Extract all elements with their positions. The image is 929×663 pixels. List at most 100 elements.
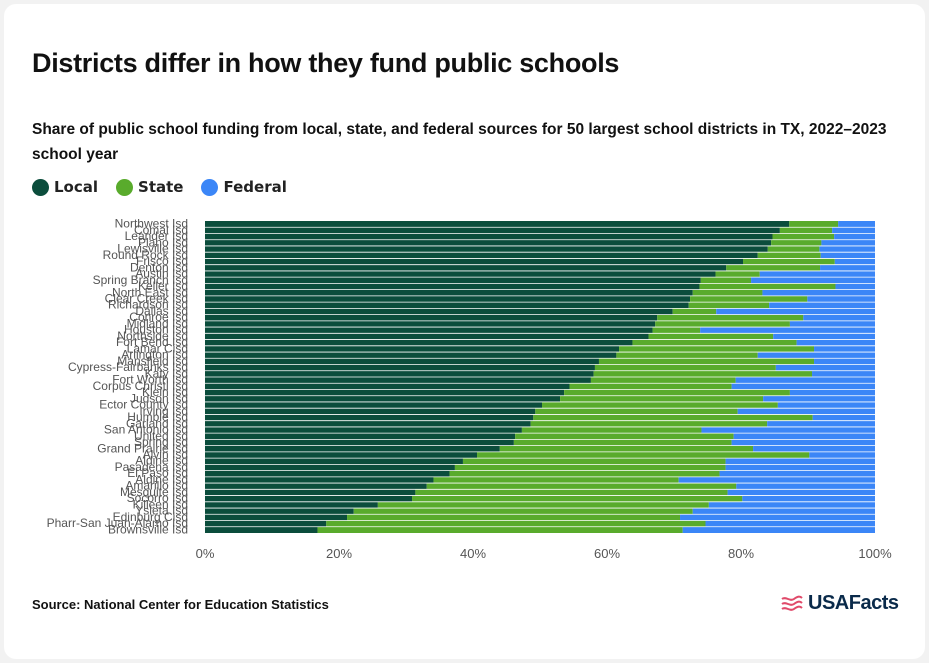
category-label: Clear Creek Isd xyxy=(105,292,188,306)
chart-subtitle: Share of public school funding from loca… xyxy=(32,121,887,163)
bar-local xyxy=(205,327,653,334)
bar-local xyxy=(205,308,673,315)
category-label: Amarillo Isd xyxy=(125,479,188,493)
bar-local xyxy=(205,320,656,328)
category-label: Lamar Cisd xyxy=(127,341,188,355)
category-label: Corpus Christi Isd xyxy=(93,379,188,393)
bar-local xyxy=(205,458,463,465)
bar-local xyxy=(205,408,536,415)
category-label: Mesquite Isd xyxy=(120,485,188,499)
category-label: Pasadena Isd xyxy=(115,460,188,474)
bar-federal xyxy=(820,252,875,259)
bar-state xyxy=(779,227,833,234)
bar-state xyxy=(632,339,797,346)
category-label: Grand Prairie Isd xyxy=(97,441,188,455)
bar-state xyxy=(454,464,726,471)
bar-state xyxy=(598,358,815,365)
bar-local xyxy=(205,377,591,384)
bar-state xyxy=(789,221,839,228)
flag-icon xyxy=(781,595,803,611)
bar-federal xyxy=(731,439,875,446)
bar-state xyxy=(688,302,770,309)
bar-federal xyxy=(820,264,875,271)
legend-label-state: State xyxy=(138,178,184,196)
bar-state xyxy=(462,458,726,465)
bar-state xyxy=(672,308,717,315)
category-label: Socorro Isd xyxy=(127,491,188,505)
category-label: Katy Isd xyxy=(145,366,188,380)
bar-state xyxy=(593,370,813,377)
x-tick-label: 100% xyxy=(858,546,892,561)
category-label: Arlington Isd xyxy=(121,348,188,362)
bar-state xyxy=(655,320,790,328)
category-label: Pharr-San Juan-Alamo Isd xyxy=(47,516,188,530)
legend-item-state: State xyxy=(116,178,183,196)
legend: Local State Federal xyxy=(32,178,287,196)
bar-state xyxy=(726,264,821,271)
category-label: Northside Isd xyxy=(117,329,188,343)
category-label: Richardson Isd xyxy=(108,298,188,312)
bar-federal xyxy=(736,483,875,490)
x-tick-label: 40% xyxy=(460,546,486,561)
bar-state xyxy=(542,401,778,409)
bar-state xyxy=(767,245,820,253)
bar-federal xyxy=(838,221,875,228)
category-label: Conroe Isd xyxy=(129,310,188,324)
bar-local xyxy=(205,345,620,353)
bar-local xyxy=(205,439,514,446)
category-label: Spring Isd xyxy=(134,435,188,449)
bar-federal xyxy=(682,526,875,533)
category-label: Aldine Isd xyxy=(135,454,188,468)
bar-federal xyxy=(835,283,875,290)
bar-state xyxy=(692,289,763,296)
bar-local xyxy=(205,277,701,284)
bar-local xyxy=(205,258,744,265)
category-label: Plano Isd xyxy=(138,235,188,249)
legend-swatch-federal xyxy=(201,178,219,196)
chart-title: Districts differ in how they fund public… xyxy=(32,48,620,78)
bar-state xyxy=(513,439,732,446)
category-label: Fort Worth Isd xyxy=(112,373,188,387)
category-label: Keller Isd xyxy=(138,279,188,293)
bar-local xyxy=(205,289,693,296)
bar-federal xyxy=(812,370,875,377)
category-label: Austin Isd xyxy=(135,267,188,281)
bar-federal xyxy=(757,352,875,359)
legend-item-federal: Federal xyxy=(201,178,287,196)
category-label: Cypress-Fairbanks Isd xyxy=(68,360,188,374)
bar-local xyxy=(205,358,599,365)
bar-state xyxy=(499,445,754,452)
bar-federal xyxy=(716,308,875,315)
bar-state xyxy=(326,520,706,527)
bar-state xyxy=(690,295,808,303)
bar-state xyxy=(535,408,738,415)
bar-local xyxy=(205,445,500,452)
legend-label-local: Local xyxy=(54,178,99,196)
x-tick-label: 60% xyxy=(594,546,620,561)
category-label: Northwest Isd xyxy=(115,217,188,231)
bar-state xyxy=(652,327,701,334)
bar-state xyxy=(569,383,732,390)
category-label: Fort Bend Isd xyxy=(116,335,188,349)
bar-state xyxy=(648,333,774,340)
legend-swatch-local xyxy=(32,178,49,196)
bar-federal xyxy=(834,233,875,240)
bar-state xyxy=(515,433,734,440)
bar-local xyxy=(205,333,649,340)
bar-state xyxy=(477,451,810,459)
category-label: Killeen Isd xyxy=(133,497,188,511)
bar-federal xyxy=(700,327,875,334)
category-label: Edinburg Cisd xyxy=(113,510,188,524)
bar-federal xyxy=(692,508,875,515)
bar-state xyxy=(715,270,760,278)
bar-state xyxy=(426,483,737,490)
category-label: Mansfield Isd xyxy=(117,354,188,368)
bar-federal xyxy=(762,289,875,296)
bar-federal xyxy=(759,270,875,278)
x-tick-label: 0% xyxy=(196,546,215,561)
category-label: Frisco Isd xyxy=(136,254,188,268)
legend-item-local: Local xyxy=(32,178,98,196)
bar-state xyxy=(616,352,758,359)
brand-name: USAFacts xyxy=(808,592,899,614)
bar-state xyxy=(771,239,822,246)
